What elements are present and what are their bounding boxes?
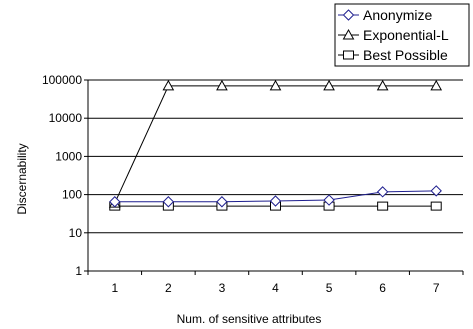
x-tick-label: 1 — [111, 281, 118, 295]
legend-marker — [342, 9, 355, 21]
legend-marker — [342, 28, 355, 40]
data-point — [430, 201, 442, 211]
series-group — [108, 79, 443, 211]
data-point — [430, 79, 443, 91]
legend-entry: Anonymize — [363, 7, 432, 23]
legend-entry: Exponential-L — [363, 27, 449, 43]
x-tick-label: 7 — [433, 281, 440, 295]
legend-entry: Best Possible — [363, 47, 448, 63]
y-tick-labels: 1 10 100 1000 10000 100000 — [42, 73, 82, 278]
data-point — [323, 194, 335, 206]
data-point — [109, 196, 121, 208]
data-point — [323, 79, 335, 91]
x-tick-label: 2 — [165, 281, 172, 295]
legend-marker — [343, 50, 354, 60]
legend: Anonymize Exponential-L Best Possible — [334, 3, 470, 67]
x-tick-label: 5 — [326, 281, 333, 295]
y-axis-label: Discernability — [15, 143, 29, 214]
series-line-exponential-l — [114, 85, 437, 204]
data-point — [216, 79, 228, 91]
x-tick-label: 4 — [272, 281, 279, 295]
y-tick-label: 1000 — [55, 149, 82, 163]
data-point — [377, 201, 389, 211]
y-tick-label: 10000 — [49, 111, 83, 125]
axes — [84, 79, 464, 275]
x-axis-label: Num. of sensitive attributes — [177, 312, 322, 326]
x-tick-labels: 1 2 3 4 5 6 7 — [111, 281, 439, 295]
data-point — [269, 79, 282, 91]
data-point — [269, 195, 282, 207]
data-point — [162, 79, 175, 91]
y-tick-label: 1 — [75, 264, 82, 278]
data-point — [216, 196, 228, 208]
y-tick-label: 10 — [69, 226, 83, 240]
y-tick-label: 100000 — [42, 73, 82, 87]
data-point — [430, 185, 442, 197]
data-point — [376, 186, 389, 198]
y-tick-label: 100 — [62, 188, 82, 202]
x-tick-label: 6 — [379, 281, 386, 295]
x-tick-label: 3 — [219, 281, 226, 295]
data-point — [162, 196, 175, 208]
data-point — [376, 79, 389, 91]
